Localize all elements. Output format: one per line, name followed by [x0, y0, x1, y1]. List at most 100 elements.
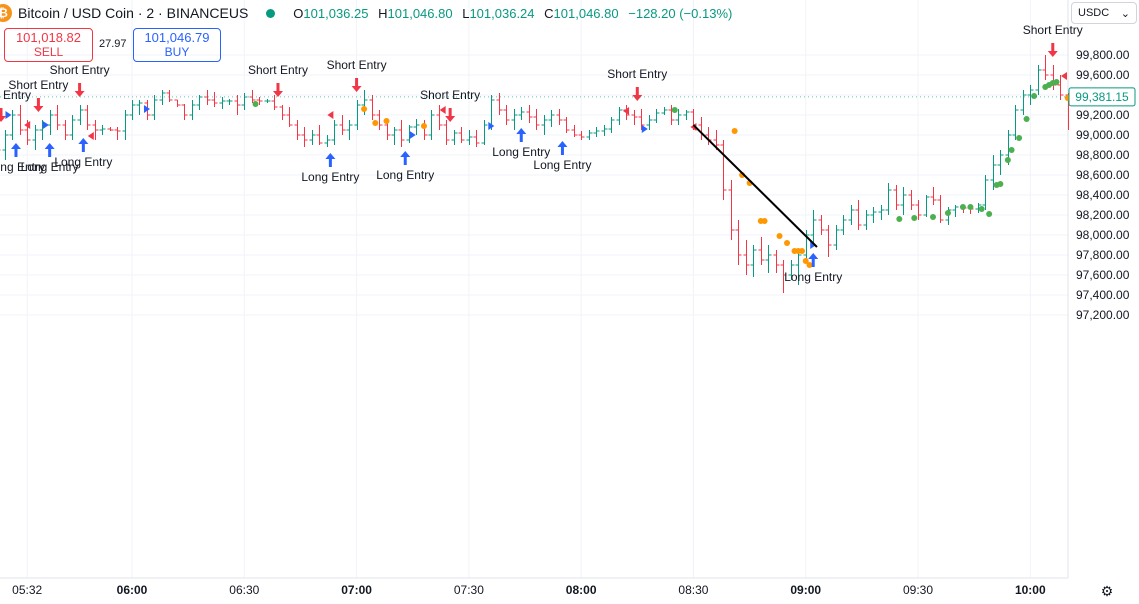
ohlc-bar: [578, 131, 585, 140]
indicator-dots: [252, 79, 1071, 268]
chevron-down-icon: ⌄: [1120, 7, 1130, 20]
ohlc-bar: [586, 130, 593, 140]
buy-price: 101,046.79: [144, 30, 210, 45]
signal-markers: [5, 72, 1068, 249]
ohlc-bar: [593, 127, 600, 137]
grid: [0, 0, 1068, 578]
ohlc-bar: [661, 107, 668, 115]
short-marker-icon: [623, 107, 630, 115]
indicator-dot: [997, 181, 1004, 187]
indicator-dot: [930, 214, 937, 220]
ohlc-bar: [616, 107, 623, 125]
ohlc-bar: [54, 105, 61, 130]
indicator-dot: [798, 248, 805, 254]
ohlc-bar: [413, 119, 420, 135]
sell-price: 101,018.82: [15, 30, 82, 45]
short-entry-label: Short Entry: [248, 63, 308, 77]
ohlc-bar: [84, 105, 91, 130]
time-axis[interactable]: 05:32 06:00 06:30 07:00 07:30 08:00 08:30 09:00…: [12, 583, 1046, 597]
short-arrow-head-icon: [74, 91, 85, 97]
buy-button[interactable]: 101,046.79 BUY: [133, 28, 221, 62]
sell-label: SELL: [33, 45, 64, 59]
ohlc-bar: [443, 120, 450, 145]
indicator-dot: [383, 118, 390, 124]
indicator-dot: [372, 120, 379, 126]
ohlc-bar: [279, 105, 286, 120]
ohlc-bar: [518, 107, 525, 120]
ohlc-bar: [990, 155, 997, 190]
ohlc-bar: [870, 207, 877, 223]
ohlc-bar: [406, 125, 413, 143]
ohlc-bar: [818, 215, 825, 235]
high-label: H: [378, 5, 388, 21]
ohlc-bar: [331, 120, 338, 145]
ohlc-bar: [301, 127, 308, 147]
ohlc-bar: [159, 90, 166, 105]
ohlc-bar: [735, 220, 742, 265]
ohlc-bar: [32, 125, 39, 150]
time-tick-label: 05:32: [12, 583, 42, 597]
indicator-dot: [802, 258, 809, 264]
sell-button[interactable]: 101,018.82 SELL: [4, 28, 93, 62]
long-marker-icon: [143, 105, 150, 113]
ohlc-bar: [915, 200, 922, 220]
short-marker-icon: [24, 121, 31, 129]
ohlc-bar: [885, 183, 892, 215]
ohlc-bar: [354, 100, 361, 130]
last-price-label: 99,381.15: [0, 87, 1136, 107]
ohlc-bar: [376, 110, 383, 130]
indicator-dot: [959, 204, 966, 210]
open-label: O: [293, 5, 304, 21]
time-tick-label: 09:00: [790, 583, 821, 597]
ohlc-bar: [151, 95, 158, 120]
ohlc-bar: [863, 210, 870, 230]
short-marker-icon: [439, 106, 446, 114]
long-arrow-head-icon: [44, 143, 55, 149]
indicator-dot: [1008, 147, 1015, 153]
ohlc-bar: [316, 125, 323, 145]
trendline-drawing[interactable]: [692, 124, 818, 248]
ohlc-bar: [204, 90, 211, 105]
currency-select[interactable]: USDC ⌄: [1071, 2, 1137, 24]
ohlc-bar: [675, 109, 682, 125]
bitcoin-icon: ₿: [0, 4, 12, 22]
ohlc-bar: [1057, 75, 1064, 100]
ohlc-bar: [646, 115, 653, 130]
ohlc-bar: [256, 97, 263, 105]
ohlc-bar: [840, 215, 847, 235]
ohlc-bar: [810, 210, 817, 245]
currency-label: USDC: [1078, 7, 1110, 19]
ohlc-bar: [114, 127, 121, 140]
last-price-box: [1068, 87, 1136, 107]
long-marker-icon: [42, 121, 49, 129]
ohlc-bar: [241, 93, 248, 110]
ohlc-bar: [69, 115, 76, 140]
ohlc-bar: [945, 207, 952, 225]
indicator-dot: [671, 107, 678, 113]
ohlc-bar: [211, 92, 218, 107]
close-value: 101,046.80: [553, 5, 619, 21]
gear-icon[interactable]: ⚙: [1100, 582, 1114, 599]
ohlc-bar: [226, 99, 233, 105]
symbol-header: ₿ Bitcoin / USD Coin · 2 · BINANCEUS O 10…: [0, 0, 1060, 26]
ohlc-bar: [601, 125, 608, 136]
short-entry-label: Short Entry: [0, 88, 31, 102]
price-tick-label: 99,800.00: [1076, 48, 1130, 62]
ohlc-bar: [825, 225, 832, 257]
symbol-title[interactable]: Bitcoin / USD Coin · 2 · BINANCEUS: [18, 5, 249, 21]
ohlc-bar: [451, 130, 458, 145]
change-value: −128.20 (−0.13%): [628, 5, 733, 21]
price-tick-label: 98,400.00: [1076, 188, 1130, 202]
short-arrow-head-icon: [272, 91, 283, 97]
ohlc-bar: [788, 260, 795, 280]
ohlc-bar: [952, 205, 959, 217]
ohlc-bar: [1020, 90, 1027, 115]
long-entry-label: Long Entry: [0, 160, 45, 174]
price-tick-label: 98,800.00: [1076, 148, 1130, 162]
ohlc-bar: [908, 190, 915, 210]
short-entry-label: Short Entry: [327, 58, 387, 72]
indicator-dot: [252, 101, 259, 107]
indicator-dot: [361, 106, 368, 112]
ohlc-bar: [346, 120, 353, 140]
